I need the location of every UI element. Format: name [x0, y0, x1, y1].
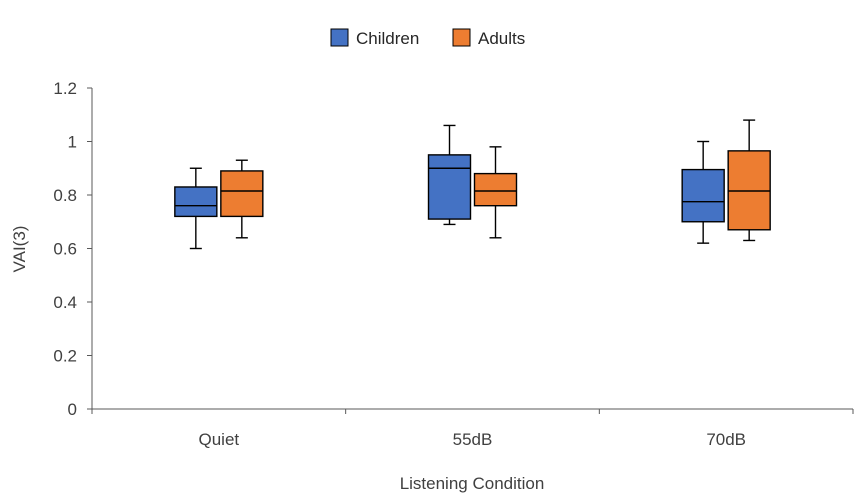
legend: Children Adults	[330, 28, 525, 48]
y-tick-label: 0	[68, 400, 77, 419]
box-adults-55db	[473, 146, 518, 239]
box-adults-70db	[727, 119, 771, 242]
plot-area	[174, 119, 771, 250]
y-tick-label: 0.4	[53, 293, 77, 312]
box-iqr	[174, 186, 218, 218]
y-tick-label: 1.2	[53, 79, 77, 98]
x-axis-ticks: Quiet 55dB 70dB	[91, 409, 854, 449]
y-axis-ticks: 0 0.2 0.4 0.6 0.8 1 1.2	[53, 79, 92, 419]
box-iqr	[427, 154, 472, 220]
box-children-55db	[427, 124, 472, 226]
x-tick-label: Quiet	[199, 430, 240, 449]
box-adults-quiet	[220, 159, 264, 239]
box-iqr	[681, 168, 725, 223]
y-tick-label: 0.2	[53, 347, 77, 366]
x-tick-label: 55dB	[453, 430, 493, 449]
y-tick-label: 0.8	[53, 186, 77, 205]
y-tick-label: 1	[68, 133, 77, 152]
x-tick-label: 70dB	[706, 430, 746, 449]
box-iqr	[220, 170, 264, 218]
box-children-quiet	[174, 167, 218, 250]
y-axis-title: VAI(3)	[10, 226, 29, 273]
x-axis-title: Listening Condition	[400, 474, 545, 493]
legend-label-adults: Adults	[478, 29, 525, 48]
legend-swatch-children	[330, 28, 349, 47]
legend-swatch-adults	[452, 28, 471, 47]
y-tick-label: 0.6	[53, 240, 77, 259]
box-iqr	[473, 172, 518, 207]
legend-label-children: Children	[356, 29, 419, 48]
box-children-70db	[681, 140, 725, 244]
